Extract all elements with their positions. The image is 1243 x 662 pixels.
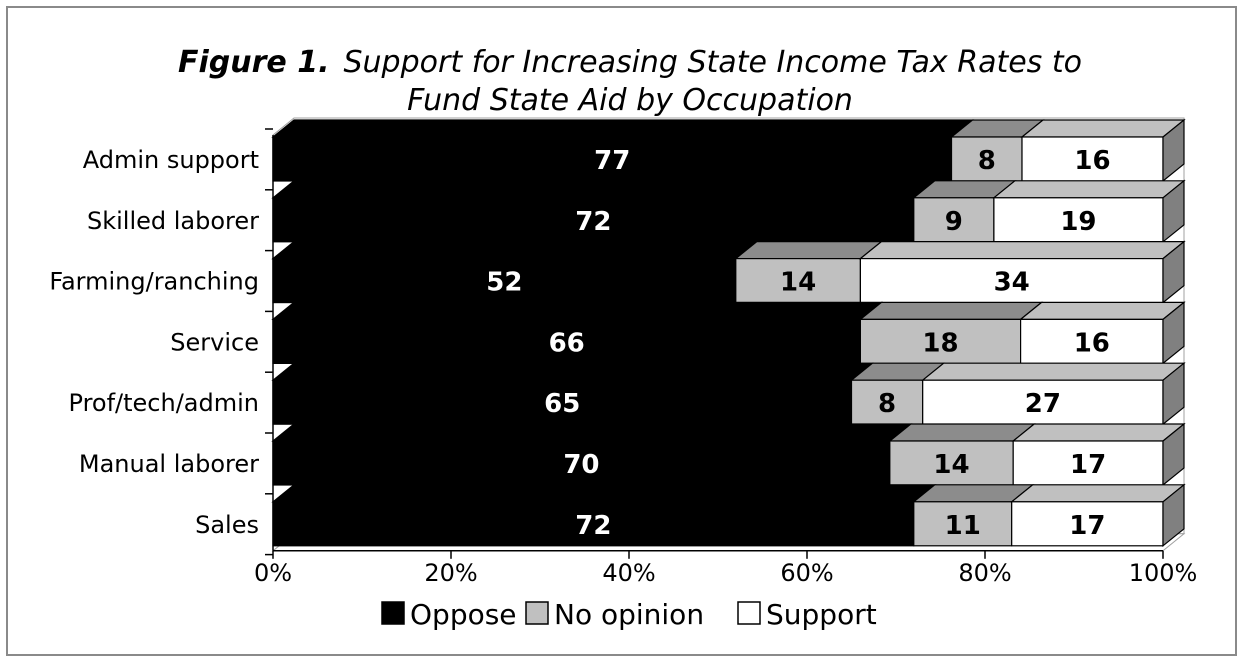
bar-support-top: [1010, 484, 1186, 503]
category-label: Farming/ranching: [49, 268, 259, 296]
chart-title-line2: Fund State Aid by Occupation: [407, 83, 853, 118]
legend-swatch-no-opinion: [525, 601, 549, 625]
data-label-oppose: 72: [575, 207, 611, 237]
x-tick-label: 20%: [424, 559, 477, 587]
data-label-support: 16: [1074, 328, 1110, 358]
bar-end-face: [1162, 301, 1185, 365]
bar-no-opinion: [913, 197, 995, 243]
bar-oppose-top: [271, 484, 937, 503]
data-label-no-opinion: 18: [922, 328, 958, 358]
x-tick-label: 100%: [1129, 559, 1198, 587]
bar-support-top: [1018, 301, 1186, 320]
data-label-oppose: 66: [549, 328, 585, 358]
bar-oppose: [272, 501, 915, 547]
data-label-oppose: 52: [486, 268, 522, 298]
data-label-support: 17: [1070, 450, 1106, 480]
bar-end-face: [1162, 422, 1185, 487]
data-label-oppose: 65: [544, 389, 580, 419]
chart-title-line1: Figure 1. Support for Increasing State In…: [178, 45, 1082, 80]
legend-label-support: Support: [766, 598, 877, 631]
category-label: Admin support: [83, 146, 259, 174]
bar-end-face: [1162, 361, 1185, 426]
x-tick-label: 40%: [602, 559, 655, 587]
bar-oppose-top: [271, 180, 937, 199]
legend-label-no-opinion: No opinion: [554, 598, 704, 631]
bar-support: [1019, 318, 1164, 364]
data-label-support: 17: [1069, 511, 1105, 541]
chart-title-text: Support for Increasing State Income Tax …: [344, 45, 1082, 80]
bar-no-opinion: [889, 440, 1014, 486]
chart-title-figure-number: Figure 1.: [178, 45, 329, 80]
bar-no-opinion-top: [734, 241, 884, 260]
legend: Oppose No opinion Support: [381, 598, 877, 631]
bar-oppose-top: [271, 241, 759, 260]
bar-oppose: [272, 136, 953, 182]
bar-support-top: [992, 180, 1186, 199]
data-label-no-opinion: 14: [933, 450, 969, 480]
data-label-no-opinion: 9: [945, 207, 963, 237]
bar-end-face: [1162, 483, 1185, 548]
data-label-no-opinion: 11: [945, 511, 981, 541]
bar-no-opinion: [735, 258, 861, 304]
bar-oppose-top: [271, 423, 913, 442]
bar-oppose: [272, 318, 862, 364]
x-tick-label: 0%: [254, 559, 292, 587]
data-label-oppose: 77: [594, 146, 630, 176]
x-tick-label: 60%: [780, 559, 833, 587]
data-label-oppose: 72: [575, 511, 611, 541]
bar-support: [993, 197, 1164, 243]
category-label: Manual laborer: [79, 450, 259, 478]
bar-oppose-top: [271, 301, 884, 320]
category-label: Sales: [195, 511, 259, 539]
bar-support: [859, 258, 1164, 304]
legend-swatch-oppose: [381, 601, 405, 625]
data-label-no-opinion: 8: [878, 389, 896, 419]
bar-support: [922, 379, 1164, 425]
bar-oppose-top: [271, 119, 975, 138]
bar-no-opinion: [950, 136, 1023, 182]
bar-support-top: [858, 241, 1186, 260]
x-tick-label: 80%: [958, 559, 1011, 587]
category-label: Service: [170, 328, 259, 356]
data-label-support: 27: [1025, 389, 1061, 419]
bar-no-opinion: [913, 501, 1013, 547]
data-label-no-opinion: 8: [978, 146, 996, 176]
bar-no-opinion-top: [858, 301, 1044, 320]
data-label-support: 34: [994, 268, 1030, 298]
data-label-support: 19: [1060, 207, 1096, 237]
bar-end-face: [1162, 179, 1185, 244]
data-label-oppose: 70: [563, 450, 599, 480]
bar-support-top: [1020, 119, 1186, 138]
bar-oppose-top: [271, 362, 875, 381]
bar-support-top: [921, 362, 1186, 381]
data-label-no-opinion: 14: [780, 268, 816, 298]
bar-end-face: [1162, 240, 1185, 304]
data-label-support: 16: [1074, 146, 1110, 176]
legend-label-oppose: Oppose: [410, 598, 517, 631]
category-label: Prof/tech/admin: [69, 389, 259, 417]
plot-area: 0% 20% 40% 60% 80% 100% Admin support 77 8 16 Skil…: [49, 117, 1198, 587]
bar-end-face: [1162, 118, 1185, 183]
bar-no-opinion-top: [888, 423, 1036, 442]
legend-swatch-support: [737, 601, 761, 625]
category-label: Skilled laborer: [87, 207, 259, 235]
bar-support-top: [1011, 423, 1186, 442]
bar-oppose: [272, 440, 891, 486]
